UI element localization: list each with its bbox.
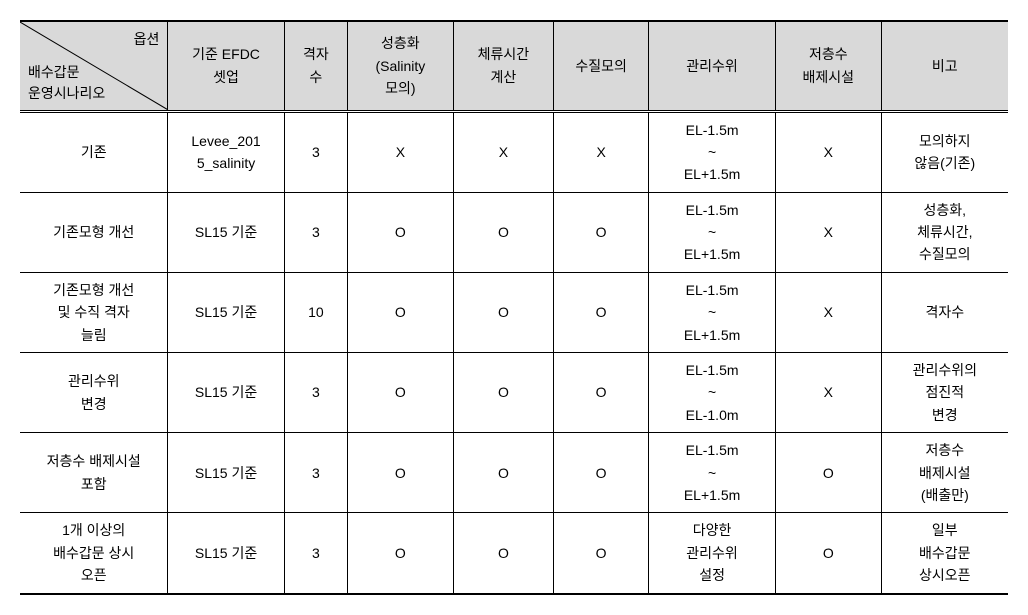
table-cell: 일부배수갑문상시오픈 bbox=[881, 513, 1008, 594]
table-row: 기존모형 개선SL15 기준3OOOEL-1.5m~EL+1.5mX성층화,체류… bbox=[20, 192, 1008, 272]
table-cell: X bbox=[775, 353, 881, 433]
table-cell: X bbox=[453, 111, 553, 192]
table-cell: O bbox=[348, 353, 454, 433]
table-cell: 성층화,체류시간,수질모의 bbox=[881, 192, 1008, 272]
table-row: 1개 이상의배수갑문 상시오픈SL15 기준3OOO다양한관리수위설정O일부배수… bbox=[20, 513, 1008, 594]
table-cell: EL-1.5m~EL+1.5m bbox=[649, 272, 776, 352]
table-cell: X bbox=[554, 111, 649, 192]
table-cell: 모의하지않음(기존) bbox=[881, 111, 1008, 192]
table-cell: O bbox=[453, 353, 553, 433]
table-cell: X bbox=[348, 111, 454, 192]
table-cell: O bbox=[554, 513, 649, 594]
table-cell: 관리수위의점진적변경 bbox=[881, 353, 1008, 433]
table-cell: SL15 기준 bbox=[168, 433, 284, 513]
table-row: 저층수 배제시설포함SL15 기준3OOOEL-1.5m~EL+1.5mO저층수… bbox=[20, 433, 1008, 513]
table-header-row: 옵션 배수갑문운영시나리오 기준 EFDC셋업 격자수 성층화(Salinity… bbox=[20, 21, 1008, 111]
col-header: 관리수위 bbox=[649, 21, 776, 111]
table-cell: O bbox=[348, 433, 454, 513]
table-cell: SL15 기준 bbox=[168, 513, 284, 594]
table-cell: O bbox=[775, 513, 881, 594]
table-cell: O bbox=[453, 513, 553, 594]
col-header: 체류시간계산 bbox=[453, 21, 553, 111]
diag-top-label: 옵션 bbox=[134, 28, 160, 50]
col-header: 성층화(Salinity모의) bbox=[348, 21, 454, 111]
table-cell: EL-1.5m~EL+1.5m bbox=[649, 433, 776, 513]
table-cell: O bbox=[453, 192, 553, 272]
col-header: 격자수 bbox=[284, 21, 347, 111]
diag-bottom-label: 배수갑문운영시나리오 bbox=[28, 62, 105, 104]
col-header: 기준 EFDC셋업 bbox=[168, 21, 284, 111]
col-header: 수질모의 bbox=[554, 21, 649, 111]
table-cell: O bbox=[348, 192, 454, 272]
table-cell: 3 bbox=[284, 192, 347, 272]
table-cell: 3 bbox=[284, 433, 347, 513]
table-cell: 다양한관리수위설정 bbox=[649, 513, 776, 594]
table-cell: EL-1.5m~EL+1.5m bbox=[649, 111, 776, 192]
row-label: 저층수 배제시설포함 bbox=[20, 433, 168, 513]
table-row: 기존모형 개선및 수직 격자늘림SL15 기준10OOOEL-1.5m~EL+1… bbox=[20, 272, 1008, 352]
row-label: 관리수위변경 bbox=[20, 353, 168, 433]
table-cell: O bbox=[348, 272, 454, 352]
table-cell: 3 bbox=[284, 353, 347, 433]
table-row: 관리수위변경SL15 기준3OOOEL-1.5m~EL-1.0mX관리수위의점진… bbox=[20, 353, 1008, 433]
row-label: 기존모형 개선및 수직 격자늘림 bbox=[20, 272, 168, 352]
table-cell: O bbox=[348, 513, 454, 594]
table-cell: EL-1.5m~EL-1.0m bbox=[649, 353, 776, 433]
table-row: 기존Levee_2015_salinity3XXXEL-1.5m~EL+1.5m… bbox=[20, 111, 1008, 192]
diagonal-header: 옵션 배수갑문운영시나리오 bbox=[20, 21, 168, 111]
table-cell: O bbox=[453, 433, 553, 513]
table-cell: 3 bbox=[284, 513, 347, 594]
col-header: 비고 bbox=[881, 21, 1008, 111]
table-cell: SL15 기준 bbox=[168, 192, 284, 272]
row-label: 1개 이상의배수갑문 상시오픈 bbox=[20, 513, 168, 594]
table-cell: X bbox=[775, 192, 881, 272]
table-body: 기존Levee_2015_salinity3XXXEL-1.5m~EL+1.5m… bbox=[20, 111, 1008, 594]
scenario-table: 옵션 배수갑문운영시나리오 기준 EFDC셋업 격자수 성층화(Salinity… bbox=[20, 20, 1008, 595]
table-cell: X bbox=[775, 111, 881, 192]
row-label: 기존 bbox=[20, 111, 168, 192]
row-label: 기존모형 개선 bbox=[20, 192, 168, 272]
table-cell: 10 bbox=[284, 272, 347, 352]
table-cell: 저층수배제시설(배출만) bbox=[881, 433, 1008, 513]
table-cell: EL-1.5m~EL+1.5m bbox=[649, 192, 776, 272]
table-cell: 3 bbox=[284, 111, 347, 192]
table-cell: SL15 기준 bbox=[168, 353, 284, 433]
table-cell: X bbox=[775, 272, 881, 352]
table-cell: Levee_2015_salinity bbox=[168, 111, 284, 192]
table-cell: O bbox=[554, 272, 649, 352]
col-header: 저층수배제시설 bbox=[775, 21, 881, 111]
table-cell: O bbox=[453, 272, 553, 352]
table-cell: 격자수 bbox=[881, 272, 1008, 352]
table-cell: SL15 기준 bbox=[168, 272, 284, 352]
table-cell: O bbox=[554, 192, 649, 272]
table-cell: O bbox=[554, 433, 649, 513]
table-cell: O bbox=[775, 433, 881, 513]
table-cell: O bbox=[554, 353, 649, 433]
